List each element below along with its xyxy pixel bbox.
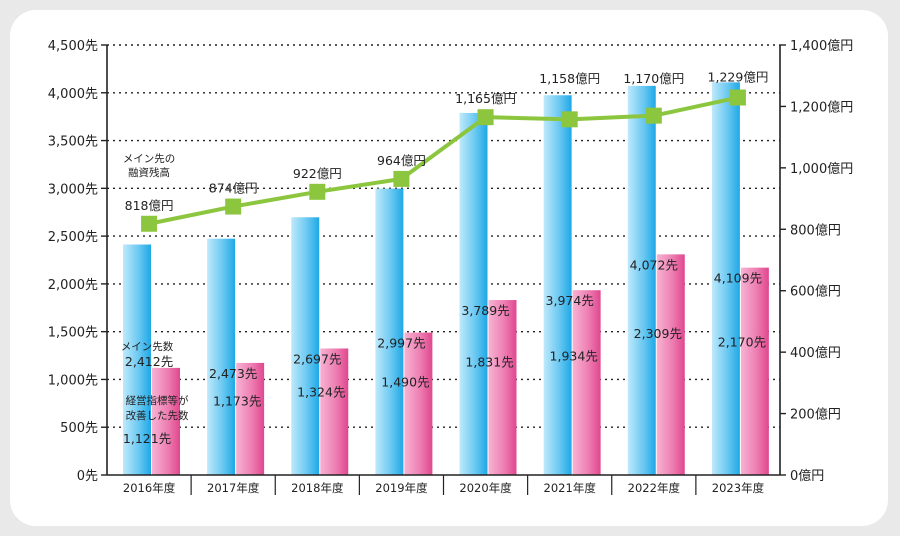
bar-main-customers xyxy=(711,82,740,476)
main-customers-note: メイン先数 xyxy=(121,340,174,353)
balance-point xyxy=(729,89,746,106)
category-label: 2021年度 xyxy=(544,481,597,495)
bar-main-customers xyxy=(291,217,320,475)
main-customers-value-label: 2,473先 xyxy=(209,366,257,381)
right-tick-label: 1,000億円 xyxy=(790,161,853,177)
right-tick-label: 200億円 xyxy=(790,407,841,423)
balance-point xyxy=(561,111,578,128)
category-label: 2019年度 xyxy=(375,481,428,495)
left-tick-label: 1,500先 xyxy=(48,326,98,341)
category-label: 2022年度 xyxy=(628,481,681,495)
right-tick-label: 800億円 xyxy=(790,222,841,238)
main-customers-value-label: 4,072先 xyxy=(630,257,678,272)
line-note-line1: メイン先の xyxy=(123,153,176,165)
bar-improved-customers xyxy=(152,367,180,475)
balance-point xyxy=(141,215,158,232)
balance-point xyxy=(645,107,662,124)
category-label: 2023年度 xyxy=(712,481,765,495)
balance-value-label: 1,229億円 xyxy=(708,70,769,85)
axes: 0先 500先 1,000先 1,500先 2,000先 2,500先 3,000先 3,50… xyxy=(48,38,853,495)
left-tick-label: 4,000先 xyxy=(48,87,98,102)
improved-customers-value-label: 2,309先 xyxy=(634,326,682,341)
balance-point xyxy=(477,109,494,126)
balance-point xyxy=(225,198,242,215)
improved-note-line2: 改善した先数 xyxy=(126,409,189,422)
left-tick-label: 2,500先 xyxy=(48,230,98,245)
category-label: 2017年度 xyxy=(207,481,260,495)
left-tick-label: 0先 xyxy=(77,469,98,484)
main-customers-value-label: 4,109先 xyxy=(714,271,762,286)
bar-improved-customers xyxy=(320,348,349,475)
balance-value-label: 874億円 xyxy=(209,181,258,196)
main-customers-value-label: 3,789先 xyxy=(461,303,509,318)
bar-main-customers xyxy=(459,112,488,475)
improved-customers-value-label: 1,173先 xyxy=(213,394,261,409)
balance-value-label: 1,170億円 xyxy=(623,71,684,86)
right-tick-label: 600億円 xyxy=(790,284,841,300)
right-tick-label: 400億円 xyxy=(790,345,841,361)
bar-improved-customers xyxy=(236,362,265,475)
balance-value-label: 818億円 xyxy=(125,198,174,213)
improved-customers-value-label: 1,324先 xyxy=(297,385,345,400)
data-labels: 818億円 874億円 922億円 964億円 1,165億円 1,158億円 1,170億… xyxy=(121,70,769,446)
left-tick-label: 3,500先 xyxy=(48,135,98,150)
balance-line xyxy=(141,89,746,232)
balance-value-label: 964億円 xyxy=(377,153,426,168)
balance-value-label: 1,158億円 xyxy=(539,71,600,86)
combo-chart: 0先 500先 1,000先 1,500先 2,000先 2,500先 3,000先 3,50… xyxy=(48,38,853,495)
gridlines xyxy=(107,44,780,428)
bar-main-customers xyxy=(123,244,151,475)
main-customers-value-label: 2,997先 xyxy=(377,336,425,351)
category-label: 2018年度 xyxy=(291,481,344,495)
bar-main-customers xyxy=(543,95,572,476)
bar-main-customers xyxy=(627,85,656,476)
bar-main-customers xyxy=(375,188,404,475)
bar-improved-customers xyxy=(572,290,601,475)
balance-point xyxy=(309,183,326,200)
bar-improved-customers xyxy=(656,254,685,475)
right-tick-label: 0億円 xyxy=(790,468,824,484)
main-customers-value-label: 2,412先 xyxy=(125,354,173,369)
improved-customers-value-label: 1,490先 xyxy=(381,375,429,390)
category-label: 2020年度 xyxy=(459,481,512,495)
main-customers-value-label: 3,974先 xyxy=(546,293,594,308)
balance-value-label: 922億円 xyxy=(293,166,342,181)
improved-customers-value-label: 1,934先 xyxy=(550,348,598,363)
bar-improved-customers xyxy=(488,300,517,475)
line-note-line2: 融資残高 xyxy=(128,166,170,179)
right-tick-label: 1,400億円 xyxy=(790,38,853,54)
balance-point xyxy=(393,170,410,187)
left-tick-label: 2,000先 xyxy=(48,278,98,293)
left-tick-label: 4,500先 xyxy=(48,39,98,54)
bar-main-customers xyxy=(207,238,236,475)
improved-note-line1: 経営指標等が xyxy=(126,394,189,407)
balance-value-label: 1,165億円 xyxy=(455,91,516,106)
improved-customers-value-label: 2,170先 xyxy=(718,334,766,349)
balance-line-path xyxy=(148,95,739,226)
improved-customers-value-label: 1,831先 xyxy=(465,355,513,370)
left-tick-label: 1,000先 xyxy=(48,373,98,388)
chart-card: 0先 500先 1,000先 1,500先 2,000先 2,500先 3,000先 3,50… xyxy=(10,10,888,526)
right-tick-label: 1,200億円 xyxy=(790,99,853,115)
left-tick-label: 3,000先 xyxy=(48,182,98,197)
improved-customers-value-label: 1,121先 xyxy=(123,431,171,446)
bar-improved-customers xyxy=(404,332,433,475)
category-label: 2016年度 xyxy=(123,481,176,495)
main-customers-value-label: 2,697先 xyxy=(293,351,341,366)
bar-improved-customers xyxy=(740,267,769,475)
bars xyxy=(123,82,769,476)
left-tick-label: 500先 xyxy=(60,421,98,436)
